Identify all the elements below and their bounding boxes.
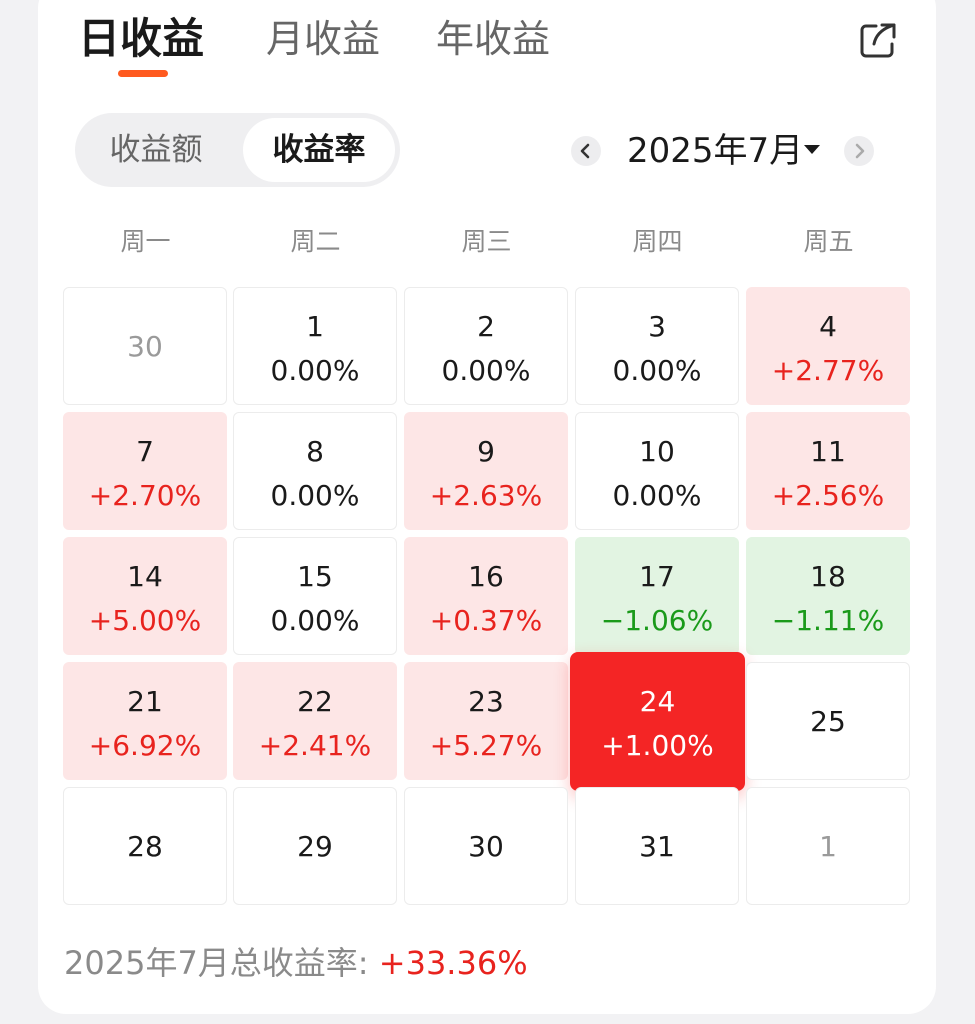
month-selector[interactable]: 2025年7月	[627, 131, 804, 171]
day-number: 11	[810, 435, 846, 468]
day-number: 8	[306, 435, 324, 468]
daily-return-value: +2.70%	[88, 479, 202, 512]
day-number: 18	[810, 560, 846, 593]
daily-return-value: 0.00%	[270, 604, 360, 637]
chevron-right-icon	[855, 143, 865, 159]
day-number: 14	[127, 560, 163, 593]
calendar-day[interactable]: 8 0.00%	[233, 412, 397, 530]
calendar-day[interactable]: 31	[575, 787, 739, 905]
tab-monthly-income[interactable]: 月收益	[266, 17, 381, 61]
calendar-day[interactable]: 10 0.00%	[575, 412, 739, 530]
weekday-tuesday: 周二	[290, 227, 341, 256]
calendar-day[interactable]: 3 0.00%	[575, 287, 739, 405]
metric-segmented-control: 收益额 收益率	[75, 113, 400, 187]
day-number: 1	[819, 830, 837, 863]
chevron-left-icon	[580, 143, 590, 159]
next-month-button[interactable]	[844, 136, 874, 166]
calendar-day[interactable]: 21 +6.92%	[63, 662, 227, 780]
calendar-day[interactable]: 23 +5.27%	[404, 662, 568, 780]
day-number: 9	[477, 435, 495, 468]
daily-return-value: +2.77%	[771, 354, 885, 387]
day-number: 16	[468, 560, 504, 593]
daily-return-value: −1.11%	[771, 604, 885, 637]
daily-return-value: 0.00%	[612, 479, 702, 512]
weekday-monday: 周一	[120, 227, 171, 256]
summary-value: +33.36%	[378, 944, 528, 982]
calendar-day[interactable]: 30	[63, 287, 227, 405]
day-number: 7	[136, 435, 154, 468]
weekday-wednesday: 周三	[461, 227, 512, 256]
prev-month-button[interactable]	[571, 136, 601, 166]
monthly-total-summary: 2025年7月总收益率: +33.36%	[64, 942, 528, 984]
daily-return-value: +2.56%	[771, 479, 885, 512]
daily-return-value: +5.27%	[429, 729, 543, 762]
calendar-day[interactable]: 28	[63, 787, 227, 905]
tab-daily-income[interactable]: 日收益	[78, 14, 205, 63]
tab-yearly-income[interactable]: 年收益	[436, 17, 551, 61]
day-number: 2	[477, 310, 495, 343]
calendar-day[interactable]: 17 −1.06%	[575, 537, 739, 655]
daily-return-value: +2.63%	[429, 479, 543, 512]
active-tab-indicator	[118, 70, 168, 77]
calendar-day[interactable]: 2 0.00%	[404, 287, 568, 405]
daily-return-value: −1.06%	[600, 604, 714, 637]
calendar-day[interactable]: 22 +2.41%	[233, 662, 397, 780]
day-number: 31	[639, 830, 675, 863]
day-number: 1	[306, 310, 324, 343]
summary-label: 2025年7月总收益率:	[64, 944, 379, 982]
day-number: 3	[648, 310, 666, 343]
weekday-thursday: 周四	[632, 227, 683, 256]
day-number: 30	[127, 330, 163, 363]
daily-return-value: 0.00%	[441, 354, 531, 387]
day-number: 10	[639, 435, 675, 468]
calendar-day[interactable]: 15 0.00%	[233, 537, 397, 655]
day-number: 23	[468, 685, 504, 718]
weekday-friday: 周五	[803, 227, 854, 256]
day-number: 17	[639, 560, 675, 593]
calendar-day[interactable]: 1	[746, 787, 910, 905]
daily-return-value: 0.00%	[270, 354, 360, 387]
caret-down-icon[interactable]	[804, 145, 820, 154]
daily-return-value: 0.00%	[270, 479, 360, 512]
calendar-day[interactable]: 25	[746, 662, 910, 780]
calendar-day[interactable]: 11 +2.56%	[746, 412, 910, 530]
day-number: 22	[297, 685, 333, 718]
day-number: 29	[297, 830, 333, 863]
daily-return-value: +2.41%	[258, 729, 372, 762]
segment-income-rate[interactable]: 收益率	[243, 118, 395, 182]
calendar-day[interactable]: 4 +2.77%	[746, 287, 910, 405]
calendar-day[interactable]: 18 −1.11%	[746, 537, 910, 655]
day-number: 15	[297, 560, 333, 593]
daily-return-value: +5.00%	[88, 604, 202, 637]
day-number: 4	[819, 310, 837, 343]
day-number: 21	[127, 685, 163, 718]
calendar-day[interactable]: 7 +2.70%	[63, 412, 227, 530]
calendar-day[interactable]: 1 0.00%	[233, 287, 397, 405]
daily-return-value: +6.92%	[88, 729, 202, 762]
daily-return-value: +0.37%	[429, 604, 543, 637]
day-number: 25	[810, 705, 846, 738]
day-number: 24	[639, 685, 676, 718]
calendar-day[interactable]: 14 +5.00%	[63, 537, 227, 655]
calendar-day[interactable]: 30	[404, 787, 568, 905]
daily-return-value: +1.00%	[601, 729, 714, 762]
segment-income-amount[interactable]: 收益额	[109, 132, 203, 168]
calendar-day-today[interactable]: 24 +1.00%	[570, 652, 745, 791]
daily-return-value: 0.00%	[612, 354, 702, 387]
share-icon[interactable]	[854, 16, 902, 64]
calendar-day[interactable]: 9 +2.63%	[404, 412, 568, 530]
day-number: 30	[468, 830, 504, 863]
calendar-day[interactable]: 29	[233, 787, 397, 905]
calendar-day[interactable]: 16 +0.37%	[404, 537, 568, 655]
day-number: 28	[127, 830, 163, 863]
